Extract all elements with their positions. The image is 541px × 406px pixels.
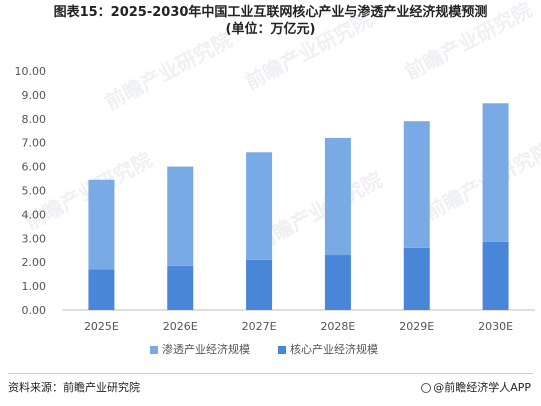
credit-note: @前瞻经济学人APP	[421, 379, 531, 395]
y-tick-label: 2.00	[22, 256, 47, 269]
bar-2027E-核心产业经济规模	[246, 259, 273, 310]
y-tick-label: 3.00	[22, 232, 47, 245]
y-tick-label: 0.00	[22, 304, 47, 317]
credit-text: @前瞻经济学人APP	[433, 381, 531, 394]
y-tick-label: 4.00	[22, 208, 47, 221]
bar-2027E-渗透产业经济规模	[246, 152, 273, 260]
bar-2025E-渗透产业经济规模	[88, 179, 115, 270]
legend-swatch	[278, 346, 286, 354]
y-tick-label: 10.00	[15, 65, 47, 78]
chart-title-unit: (单位：万亿元)	[225, 22, 316, 37]
bar-2026E-渗透产业经济规模	[167, 166, 194, 266]
x-tick-label: 2028E	[320, 320, 355, 333]
watermark-text: 前瞻产业研究院	[421, 137, 541, 224]
chart-title-line1: 图表15：2025-2030年中国工业互联网核心产业与渗透产业经济规模预测	[53, 5, 488, 20]
bar-2029E-渗透产业经济规模	[403, 121, 430, 248]
x-tick-label: 2027E	[242, 320, 277, 333]
x-tick-label: 2029E	[399, 320, 434, 333]
chart-title: 图表15：2025-2030年中国工业互联网核心产业与渗透产业经济规模预测 (单…	[0, 4, 541, 38]
bar-2029E-核心产业经济规模	[403, 247, 430, 310]
bar-2026E-核心产业经济规模	[167, 265, 194, 310]
bar-2025E-核心产业经济规模	[88, 269, 115, 310]
bar-2030E-核心产业经济规模	[482, 241, 509, 310]
x-tick-label: 2030E	[478, 320, 513, 333]
watermark-text: 前瞻产业研究院	[101, 27, 236, 114]
source-note: 资料来源：前瞻产业研究院	[8, 381, 140, 394]
x-tick-label: 2026E	[163, 320, 198, 333]
watermark-text: 前瞻产业研究院	[241, 7, 376, 94]
x-tick-label: 2025E	[84, 320, 119, 333]
y-tick-label: 9.00	[22, 89, 47, 102]
bar-2028E-渗透产业经济规模	[324, 137, 351, 256]
legend-swatch	[150, 346, 158, 354]
y-tick-label: 1.00	[22, 280, 47, 293]
bar-2028E-核心产业经济规模	[324, 255, 351, 310]
watermark-text: 前瞻产业研究院	[401, 0, 536, 84]
legend-label: 渗透产业经济规模	[162, 342, 250, 356]
footer-divider	[8, 373, 533, 374]
y-tick-label: 7.00	[22, 137, 47, 150]
legend-label: 核心产业经济规模	[290, 342, 378, 356]
bar-2030E-渗透产业经济规模	[482, 103, 509, 242]
y-tick-label: 6.00	[22, 161, 47, 174]
y-tick-label: 5.00	[22, 185, 47, 198]
app-logo-icon	[421, 383, 432, 393]
y-tick-label: 8.00	[22, 113, 47, 126]
